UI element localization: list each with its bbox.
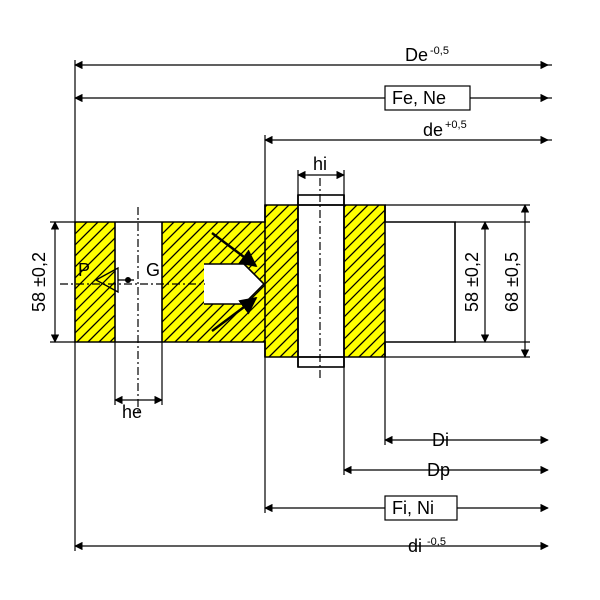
svg-text:68 ±0,5: 68 ±0,5 bbox=[502, 252, 522, 312]
svg-text:Fi, Ni: Fi, Ni bbox=[392, 498, 434, 518]
svg-text:he: he bbox=[122, 402, 142, 422]
svg-text:-0,5: -0,5 bbox=[430, 45, 449, 57]
svg-text:De: De bbox=[405, 45, 428, 65]
svg-text:58 ±0,2: 58 ±0,2 bbox=[462, 252, 482, 312]
svg-text:58 ±0,2: 58 ±0,2 bbox=[29, 252, 49, 312]
svg-text:Di: Di bbox=[432, 430, 449, 450]
svg-text:hi: hi bbox=[313, 154, 327, 174]
svg-text:P: P bbox=[78, 260, 90, 280]
svg-text:Fe, Ne: Fe, Ne bbox=[392, 88, 446, 108]
svg-text:Dp: Dp bbox=[427, 460, 450, 480]
svg-text:di: di bbox=[408, 536, 422, 556]
svg-text:-0,5: -0,5 bbox=[427, 536, 446, 548]
svg-text:de: de bbox=[423, 120, 443, 140]
svg-text:+0,5: +0,5 bbox=[445, 119, 467, 131]
bearing-cross-section-drawing: De-0,5Fe, Nede+0,5hiheDiDpFi, Nidi-0,5PG… bbox=[0, 0, 600, 600]
svg-text:G: G bbox=[146, 260, 160, 280]
cross-section bbox=[0, 178, 533, 415]
